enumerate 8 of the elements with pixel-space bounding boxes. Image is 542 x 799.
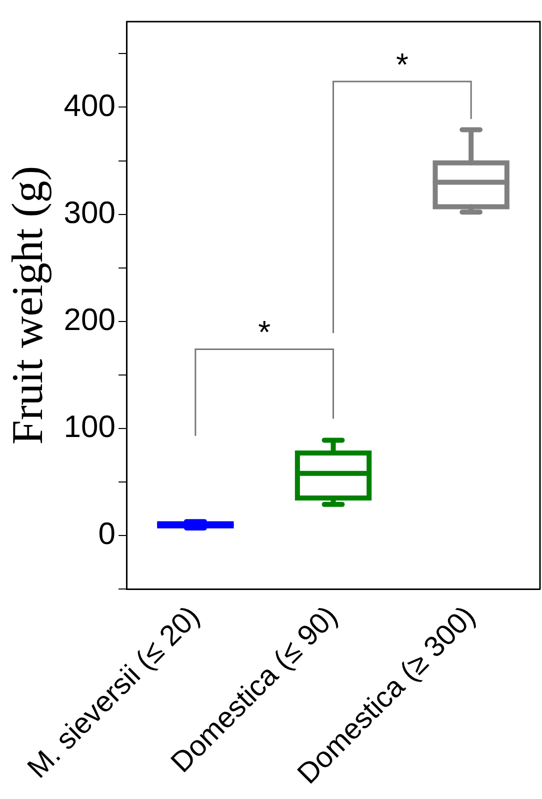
- annotation: *: [258, 314, 271, 350]
- y-tick-label: 200: [64, 302, 116, 337]
- y-tick-label: 400: [64, 88, 116, 123]
- annotation: *: [396, 46, 408, 83]
- y-tick-label: 300: [64, 194, 116, 230]
- y-tick-label: 100: [64, 408, 116, 444]
- y-tick-label: 0: [98, 516, 116, 552]
- y-axis-title: Fruit weight (g): [2, 166, 52, 445]
